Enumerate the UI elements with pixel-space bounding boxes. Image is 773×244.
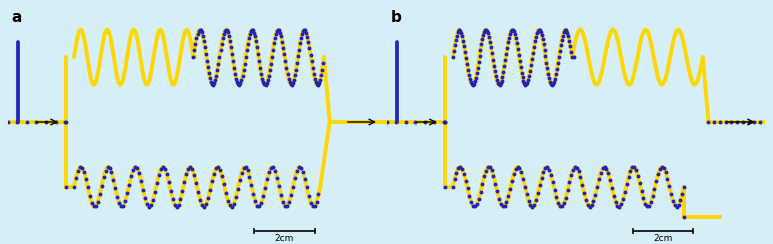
- Text: 2cm: 2cm: [653, 234, 673, 243]
- Text: a: a: [12, 10, 22, 25]
- Text: b: b: [390, 10, 401, 25]
- Text: 2cm: 2cm: [274, 234, 294, 243]
